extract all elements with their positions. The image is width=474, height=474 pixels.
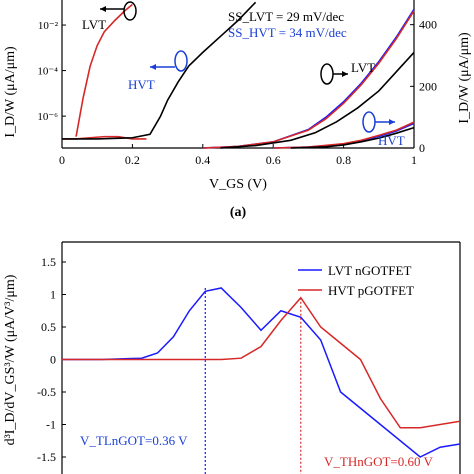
bottom-ylabel: d³I_D/dV_GS³/W (μA/V³/μm) (3, 274, 18, 445)
top-xtick-label: 1 (411, 153, 417, 167)
bottom-chart: 1.5 1 0.5 0 -0.5 -1 -1.5 d³I_D/dV_GS³/W (μA/V³… (3, 241, 461, 474)
hvt-right-label: HVT (378, 133, 405, 148)
hvt-left-label: HVT (128, 77, 155, 92)
top-ytick-right-label: 400 (419, 18, 437, 32)
top-ytick-right-label: 0 (419, 141, 425, 155)
legend: LVT nGOTFET HVT pGOTFET (298, 263, 414, 298)
bottom-ytick-label: -1.5 (37, 450, 56, 464)
top-ylabel-right: I_D/W (μA/μm) (457, 32, 472, 124)
vth-hvt-label: V_THnGOT=0.60 V (324, 454, 434, 469)
bottom-series-line-1 (62, 296, 461, 429)
bottom-series-line-0 (62, 287, 461, 458)
legend-label-lvt: LVT nGOTFET (328, 263, 411, 278)
bottom-ticks: 1.5 1 0.5 0 -0.5 -1 -1.5 (37, 255, 66, 464)
top-xtick-label: 0.6 (266, 153, 281, 167)
bottom-ytick-label: 1.5 (41, 255, 56, 269)
top-ytick-left-label: 10⁻⁴ (37, 66, 58, 78)
top-xtick-label: 0.2 (125, 153, 140, 167)
hvt-right-arrowhead (389, 119, 395, 125)
bottom-ytick-label: -1 (46, 418, 56, 432)
lvt-right-label: LVT (351, 60, 375, 75)
top-xlabel: V_GS (V) (209, 177, 267, 192)
top-chart: 0 0.2 0.4 0.6 0.8 1 10⁻⁶ 10⁻⁴ 10⁻² 0 200 400 I_D/W … (3, 0, 472, 192)
bottom-ytick-label: 1 (50, 288, 56, 302)
top-series-line-5 (220, 51, 415, 149)
top-series-line-8 (290, 126, 415, 149)
hvt-left-arrowhead (150, 64, 156, 70)
hvt-right-marker (362, 111, 376, 133)
bottom-ytick-label: 0.5 (41, 320, 56, 334)
vth-lvt-label: V_TLnGOT=0.36 V (80, 433, 188, 448)
bottom-series (62, 287, 461, 474)
top-ylabel-left: I_D/W (μA/μm) (3, 46, 18, 138)
lvt-left-marker (123, 1, 137, 21)
ss-hvt-label: SS_HVT = 34 mV/dec (228, 25, 347, 40)
top-ytick-left-label: 10⁻² (38, 20, 59, 32)
figure-label: (a) (230, 205, 247, 220)
bottom-ytick-label: 0 (50, 353, 56, 367)
top-ticks: 0 0.2 0.4 0.6 0.8 1 10⁻⁶ 10⁻⁴ 10⁻² 0 200 400 (37, 18, 437, 167)
lvt-right-arrowhead (342, 71, 348, 77)
lvt-right-marker (320, 63, 334, 85)
top-xtick-label: 0.8 (336, 153, 351, 167)
legend-label-hvt: HVT pGOTFET (328, 283, 414, 298)
lvt-left-arrowhead (100, 6, 106, 12)
bottom-ytick-label: -0.5 (37, 385, 56, 399)
top-ytick-right-label: 200 (419, 79, 437, 93)
ss-lvt-label: SS_LVT = 29 mV/dec (228, 9, 344, 24)
hvt-left-marker (174, 50, 188, 72)
top-series-line-2 (62, 1, 257, 140)
top-series (62, 1, 415, 149)
top-xtick-label: 0.4 (195, 153, 210, 167)
top-series-line-4 (202, 10, 415, 149)
lvt-left-label: LVT (82, 17, 106, 32)
top-xtick-label: 0 (59, 153, 65, 167)
top-ytick-left-label: 10⁻⁶ (37, 111, 58, 123)
